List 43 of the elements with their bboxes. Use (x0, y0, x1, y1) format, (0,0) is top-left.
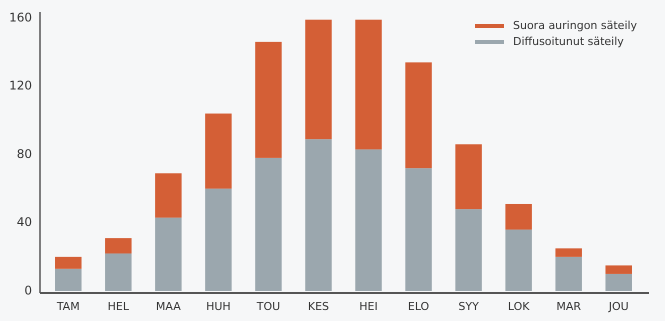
bar (55, 268, 82, 291)
x-tick-label: MAR (556, 300, 582, 313)
x-tick-label: HEI (359, 300, 378, 313)
legend-label: Diffusoitunut säteily (513, 35, 624, 48)
bar (455, 209, 482, 291)
bar (605, 274, 632, 291)
y-tick-label: 120 (9, 78, 32, 93)
bar (555, 248, 582, 257)
x-tick-label: MAA (156, 300, 182, 313)
y-tick-label: 160 (9, 10, 32, 24)
bar (105, 238, 132, 254)
bar (55, 256, 82, 269)
bar (405, 168, 432, 291)
bar (355, 20, 382, 150)
bar (105, 253, 132, 291)
bar (255, 42, 282, 158)
x-tick-label: LOK (508, 300, 530, 313)
x-tick-label: TOU (256, 300, 280, 313)
bar (405, 62, 432, 168)
bar (455, 144, 482, 210)
x-tick-label: HEL (108, 300, 130, 313)
y-tick-label: 80 (16, 146, 32, 161)
bar (155, 218, 182, 291)
bar (305, 20, 332, 140)
bar (605, 265, 632, 274)
bar (205, 114, 232, 189)
x-tick-label: TAM (56, 300, 80, 313)
bar (505, 230, 532, 291)
x-tick-label: JOU (608, 300, 629, 313)
bar (155, 173, 182, 218)
y-tick-label: 0 (24, 283, 32, 298)
bar (505, 204, 532, 230)
x-tick-label: ELO (408, 300, 430, 313)
bar (355, 149, 382, 291)
bar (305, 139, 332, 291)
x-tick-label: KES (308, 300, 330, 313)
bar (255, 158, 282, 291)
bar (205, 188, 232, 291)
x-tick-label: HUH (206, 300, 231, 313)
y-tick-label: 40 (16, 215, 32, 230)
bar (555, 256, 582, 291)
legend-label: Suora auringon säteily (513, 19, 638, 32)
x-tick-label: SYY (458, 300, 480, 313)
